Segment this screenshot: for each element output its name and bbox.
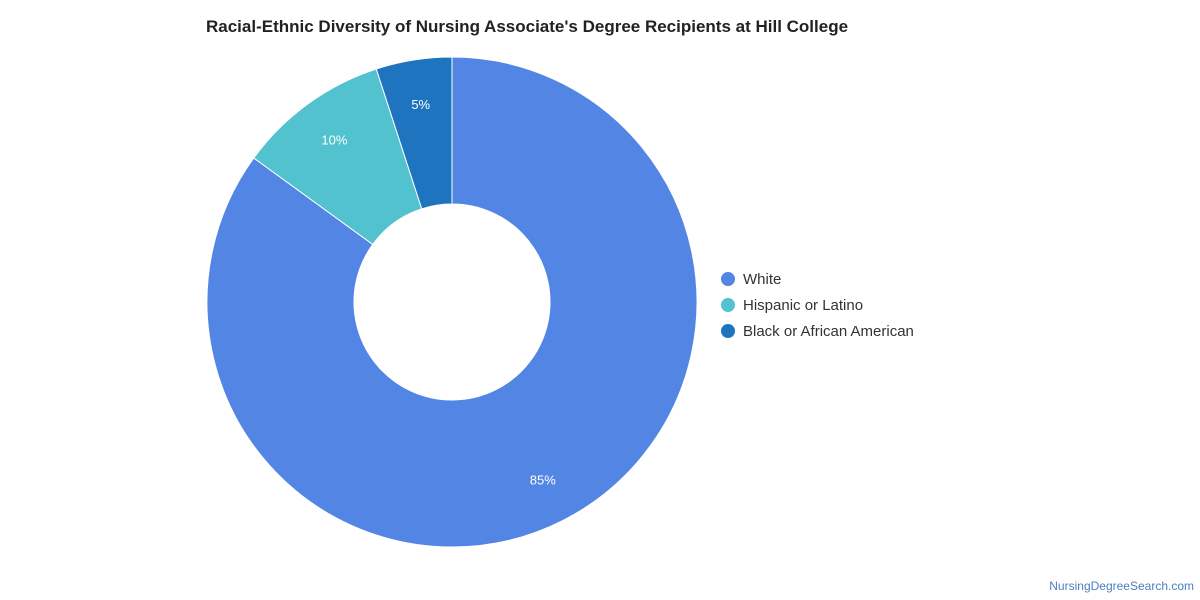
legend-swatch-white bbox=[721, 272, 735, 286]
donut-slices bbox=[206, 56, 698, 548]
donut-slice-labels: 85% 10% 5% bbox=[321, 97, 556, 488]
legend-label-white: White bbox=[743, 270, 782, 288]
legend-label-black-or-african-american: Black or African American bbox=[743, 322, 914, 340]
source-watermark[interactable]: NursingDegreeSearch.com bbox=[1049, 579, 1194, 593]
chart-title: Racial-Ethnic Diversity of Nursing Assoc… bbox=[206, 17, 849, 36]
donut-slice-white[interactable] bbox=[206, 56, 698, 548]
legend-item-white[interactable]: White bbox=[721, 266, 914, 292]
legend-label-hispanic-or-latino: Hispanic or Latino bbox=[743, 296, 864, 314]
legend-swatch-black-or-african-american bbox=[721, 324, 735, 338]
chart-legend: White Hispanic or Latino Black or Africa… bbox=[721, 266, 914, 344]
legend-item-black-or-african-american[interactable]: Black or African American bbox=[721, 318, 914, 344]
slice-label-hispanic-or-latino: 10% bbox=[321, 133, 347, 148]
slice-label-black-or-african-american: 5% bbox=[411, 97, 430, 112]
slice-label-white: 85% bbox=[530, 473, 556, 488]
legend-item-hispanic-or-latino[interactable]: Hispanic or Latino bbox=[721, 292, 914, 318]
legend-swatch-hispanic-or-latino bbox=[721, 298, 735, 312]
donut-slice-black-or-african-american[interactable] bbox=[375, 56, 453, 210]
